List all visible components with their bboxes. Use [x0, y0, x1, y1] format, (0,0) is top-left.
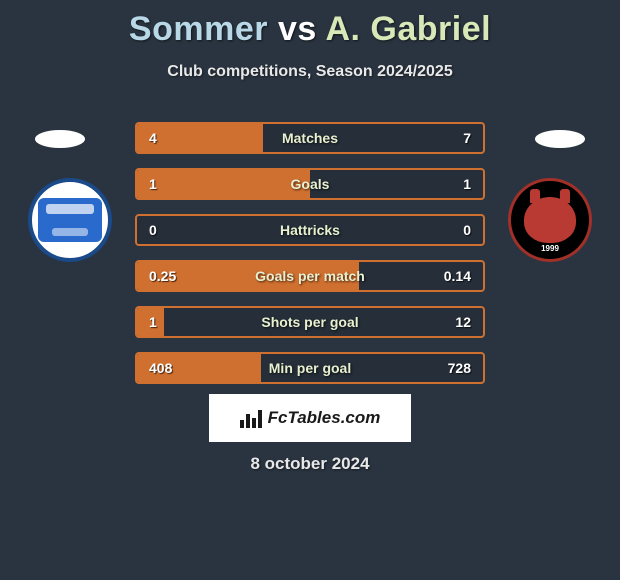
club-badge-right-art	[524, 197, 576, 243]
stat-row: 4 Matches 7	[135, 122, 485, 154]
stat-value-left: 0	[149, 222, 157, 238]
vs-text: vs	[278, 10, 317, 48]
stat-row: 0 Hattricks 0	[135, 214, 485, 246]
nation-flag-left	[35, 130, 85, 148]
stat-label: Goals	[291, 176, 330, 192]
stat-value-left: 1	[149, 314, 157, 330]
stat-row: 0.25 Goals per match 0.14	[135, 260, 485, 292]
brand-text: FcTables.com	[268, 408, 381, 428]
stat-row-fill	[137, 170, 310, 198]
stat-value-left: 1	[149, 176, 157, 192]
stat-value-right: 12	[455, 314, 471, 330]
stat-row: 1 Goals 1	[135, 168, 485, 200]
bars-icon	[240, 408, 262, 428]
stat-value-right: 7	[463, 130, 471, 146]
stat-row: 1 Shots per goal 12	[135, 306, 485, 338]
player1-name: Sommer	[129, 10, 268, 48]
club-badge-right: 1999	[508, 178, 592, 262]
stat-value-right: 1	[463, 176, 471, 192]
stat-label: Matches	[282, 130, 338, 146]
club-badge-right-year: 1999	[541, 244, 559, 253]
stat-label: Hattricks	[280, 222, 340, 238]
date-text: 8 october 2024	[0, 454, 620, 474]
stat-label: Shots per goal	[261, 314, 358, 330]
brand-badge: FcTables.com	[209, 394, 411, 442]
club-badge-left	[28, 178, 112, 262]
stat-value-right: 0.14	[444, 268, 471, 284]
subtitle: Club competitions, Season 2024/2025	[0, 63, 620, 81]
stat-value-left: 0.25	[149, 268, 176, 284]
stat-row: 408 Min per goal 728	[135, 352, 485, 384]
player2-name: A. Gabriel	[325, 10, 491, 48]
stat-label: Min per goal	[269, 360, 351, 376]
stat-value-left: 4	[149, 130, 157, 146]
stat-value-right: 0	[463, 222, 471, 238]
club-badge-left-art	[38, 198, 102, 242]
stats-rows: 4 Matches 7 1 Goals 1 0 Hattricks 0 0.25 Goals per…	[135, 122, 485, 398]
comparison-title: Sommer vs A. Gabriel	[0, 0, 620, 49]
stat-value-left: 408	[149, 360, 172, 376]
stat-value-right: 728	[448, 360, 471, 376]
stat-label: Goals per match	[255, 268, 365, 284]
nation-flag-right	[535, 130, 585, 148]
